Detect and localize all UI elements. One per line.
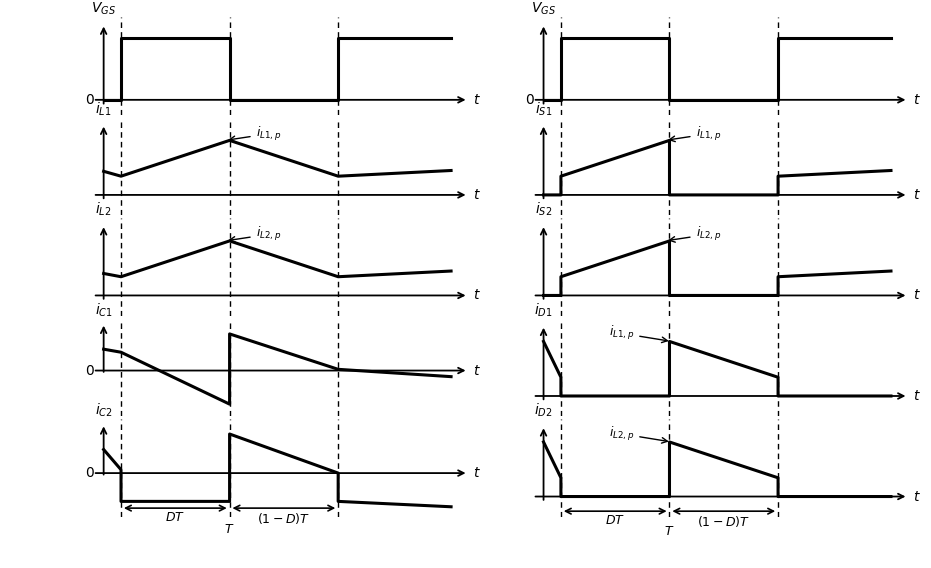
Text: $(1-D)T$: $(1-D)T$ — [257, 512, 310, 527]
Text: $0$: $0$ — [85, 364, 95, 378]
Text: $i_{L1,p}$: $i_{L1,p}$ — [230, 125, 281, 143]
Text: $V_{GS}$: $V_{GS}$ — [91, 1, 116, 17]
Text: $i_{D1}$: $i_{D1}$ — [534, 301, 553, 319]
Text: $i_{L2,p}$: $i_{L2,p}$ — [609, 425, 668, 443]
Text: $(1-D)T$: $(1-D)T$ — [697, 515, 750, 529]
Text: $i_{S2}$: $i_{S2}$ — [535, 201, 552, 218]
Text: $i_{L2,p}$: $i_{L2,p}$ — [669, 225, 722, 244]
Text: $t$: $t$ — [473, 188, 480, 202]
Text: $i_{S1}$: $i_{S1}$ — [535, 100, 552, 118]
Text: $t$: $t$ — [912, 188, 921, 202]
Text: $i_{L1,p}$: $i_{L1,p}$ — [669, 125, 722, 143]
Text: $t$: $t$ — [473, 364, 480, 378]
Text: $0$: $0$ — [85, 466, 95, 480]
Text: $i_{C2}$: $i_{C2}$ — [95, 402, 113, 419]
Text: $V_{GS}$: $V_{GS}$ — [531, 1, 556, 17]
Text: $t$: $t$ — [912, 389, 921, 403]
Text: $i_{L1}$: $i_{L1}$ — [95, 100, 112, 118]
Text: $0$: $0$ — [525, 93, 534, 107]
Text: $t$: $t$ — [912, 490, 921, 503]
Text: $t$: $t$ — [473, 93, 480, 107]
Text: $t$: $t$ — [473, 289, 480, 302]
Text: $DT$: $DT$ — [166, 512, 185, 524]
Text: $t$: $t$ — [912, 93, 921, 107]
Text: $t$: $t$ — [912, 289, 921, 302]
Text: $T$: $T$ — [224, 523, 235, 536]
Text: $t$: $t$ — [473, 466, 480, 480]
Text: $i_{L2}$: $i_{L2}$ — [95, 201, 112, 218]
Text: $DT$: $DT$ — [605, 515, 626, 528]
Text: $T$: $T$ — [664, 525, 675, 538]
Text: $i_{C1}$: $i_{C1}$ — [95, 301, 113, 319]
Text: $i_{L2,p}$: $i_{L2,p}$ — [230, 225, 281, 244]
Text: $0$: $0$ — [85, 93, 95, 107]
Text: $i_{L1,p}$: $i_{L1,p}$ — [609, 324, 668, 343]
Text: $i_{D2}$: $i_{D2}$ — [534, 402, 553, 419]
